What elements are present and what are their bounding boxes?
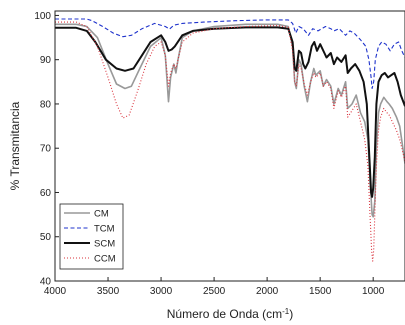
legend-label-cm: CM xyxy=(94,209,109,220)
y-tick-label: 80 xyxy=(40,99,52,110)
y-tick-label: 70 xyxy=(40,144,52,155)
x-tick-label: 1000 xyxy=(362,286,385,297)
x-tick-label: 4000 xyxy=(44,286,67,297)
y-tick-label: 90 xyxy=(40,55,52,66)
legend-label-tcm: TCM xyxy=(94,224,115,235)
legend-items: CM TCM SCM CCM xyxy=(64,209,116,265)
y-tick-label: 50 xyxy=(40,232,52,243)
legend: CM TCM SCM CCM xyxy=(59,203,124,270)
legend-label-scm: SCM xyxy=(94,239,115,250)
plot-frame xyxy=(54,10,405,282)
x-tick-label: 3000 xyxy=(150,286,173,297)
series-layer xyxy=(55,18,405,262)
y-tick-label: 100 xyxy=(34,11,51,22)
series-line-ccm xyxy=(55,21,405,262)
x-tick-label: 3500 xyxy=(97,286,120,297)
series-line-scm xyxy=(55,26,405,198)
legend-label-ccm: CCM xyxy=(94,254,116,265)
x-axis: 4000 3500 3000 2500 2000 1500 1000 xyxy=(44,277,385,297)
y-axis-title: % Transmitancia xyxy=(8,101,22,190)
y-tick-label: 40 xyxy=(40,277,52,288)
x-axis-title: Número de Onda (cm-1) xyxy=(167,307,294,321)
x-tick-label: 2500 xyxy=(203,286,226,297)
x-tick-label: 1500 xyxy=(309,286,332,297)
x-tick-label: 2000 xyxy=(256,286,279,297)
series-line-cm xyxy=(55,23,405,218)
y-tick-label: 60 xyxy=(40,188,52,199)
y-axis: 40 50 60 70 80 90 100 xyxy=(34,11,59,288)
series-line-tcm xyxy=(55,18,405,90)
